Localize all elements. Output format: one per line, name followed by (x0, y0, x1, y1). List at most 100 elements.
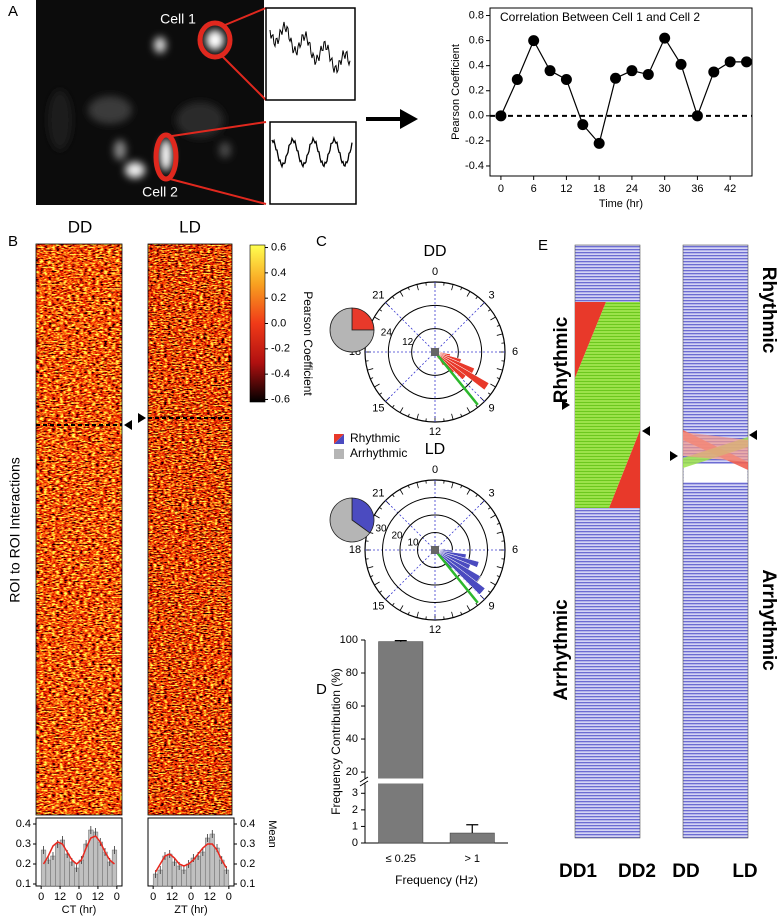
theta-tick-label: 3 (489, 487, 495, 499)
x-axis-label: ZT (hr) (174, 904, 207, 916)
hist-bar (200, 851, 206, 887)
y-axis-label: Pearson Coefficient (450, 44, 462, 140)
theta-tick-label: 3 (489, 289, 495, 301)
fit-curve (42, 835, 115, 865)
r-tick-label: 20 (391, 530, 403, 541)
x-tick-label: 12 (166, 891, 178, 903)
axis-break (357, 778, 508, 784)
x-tick-label: 42 (724, 183, 736, 195)
r-grid (387, 304, 483, 400)
pie-slice (351, 307, 375, 331)
theta-tick-label: 6 (512, 544, 518, 556)
x-axis-label: Time (hr) (599, 198, 643, 210)
panel-label: D (316, 681, 327, 698)
y-tick-label: 20 (346, 766, 358, 778)
theta-tick-label: 15 (372, 600, 384, 612)
x-tick-label: 0 (150, 891, 156, 903)
data-point (642, 68, 654, 80)
data-point (577, 119, 589, 131)
data-point (593, 137, 605, 149)
r-grid (399, 514, 471, 586)
r-tick-label: 10 (407, 538, 419, 549)
marker (124, 420, 132, 430)
hist-bar (167, 853, 173, 887)
hist-bar (102, 851, 108, 887)
data-point (691, 110, 703, 122)
diagram-label: Rhythmic (551, 316, 572, 403)
legend-label: Arrhythmic (350, 446, 407, 460)
data-point (560, 73, 572, 85)
panel-label: A (8, 3, 18, 20)
bar (378, 641, 424, 844)
pie-slice (329, 307, 375, 353)
theta-tick-label: 9 (489, 600, 495, 612)
x-axis-label: CT (hr) (62, 904, 97, 916)
hist-bar (111, 849, 118, 887)
bar (449, 832, 495, 844)
theta-tick-label: 12 (429, 426, 441, 438)
r-grid (411, 328, 459, 376)
theta-tick-label: 6 (512, 346, 518, 358)
x-tick-label: 0 (188, 891, 194, 903)
theta-tick-label: 0 (432, 266, 438, 278)
colorbar-tick-label: 0.4 (271, 267, 286, 279)
rose-wedge (434, 549, 486, 595)
data-point (708, 66, 720, 78)
pie-slice (329, 497, 371, 543)
colorbar (249, 244, 266, 403)
column-label: DD2 (618, 861, 656, 882)
x-tick-label: 0 (114, 891, 120, 903)
hist-bar (55, 843, 61, 887)
data-point (741, 56, 753, 68)
axis-break (359, 776, 369, 787)
y-tick-label: 100 (340, 634, 358, 646)
y-tick-label: 0.4 (240, 818, 255, 830)
x-tick-label: ≤ 0.25 (385, 853, 416, 865)
colorbar-tick-label: -0.6 (271, 393, 290, 405)
colorbar-label: Pearson Coefficient (301, 291, 315, 396)
polar-title: LD (425, 441, 445, 458)
plot-frame (489, 7, 753, 177)
mean-vector (434, 351, 479, 406)
hist-bar (162, 855, 168, 887)
y-tick-label: 0.1 (240, 878, 255, 890)
legend-label: Rhythmic (350, 431, 400, 445)
hist-bar (64, 853, 70, 887)
data-point (724, 56, 736, 68)
data-point (495, 110, 507, 122)
rose-wedge (434, 351, 467, 380)
heatmap (35, 243, 123, 816)
x-tick-label: > 1 (464, 853, 480, 865)
cell-label: Cell 1 (160, 11, 196, 27)
y-tick-label: 0.0 (469, 110, 484, 122)
microscope-image: Cell 1 Cell 2 (36, 0, 357, 205)
polar-title: DD (423, 243, 446, 260)
fit-curve (154, 843, 228, 873)
arrow (366, 109, 418, 129)
theta-tick-label: 0 (432, 464, 438, 476)
y-tick-label: 0 (352, 837, 358, 849)
theta-tick-label: 15 (372, 402, 384, 414)
panel-label: B (8, 233, 18, 250)
data-point (659, 32, 671, 44)
y-tick-label: 0.6 (469, 35, 484, 47)
y-axis-label: Mean (266, 820, 278, 848)
data-point (675, 58, 687, 70)
y-tick-label: 0.3 (240, 838, 255, 850)
x-tick-label: 18 (593, 183, 605, 195)
marker (138, 413, 146, 423)
y-tick-label: 0.2 (469, 85, 484, 97)
colorbar-tick-label: -0.4 (271, 368, 290, 380)
data-line (500, 36, 747, 145)
x-tick-label: 0 (498, 183, 504, 195)
chart-title: Correlation Between Cell 1 and Cell 2 (500, 10, 700, 24)
theta-tick-label: 12 (429, 624, 441, 636)
x-tick-label: 30 (659, 183, 671, 195)
error-bar (394, 640, 407, 642)
colorbar-tick-label: 0.6 (271, 241, 286, 253)
x-tick-label: 12 (92, 891, 104, 903)
column-label: DD (672, 861, 699, 882)
hist-bar (40, 849, 47, 887)
x-tick-label: 36 (691, 183, 703, 195)
theta-tick-label: 21 (372, 487, 384, 499)
